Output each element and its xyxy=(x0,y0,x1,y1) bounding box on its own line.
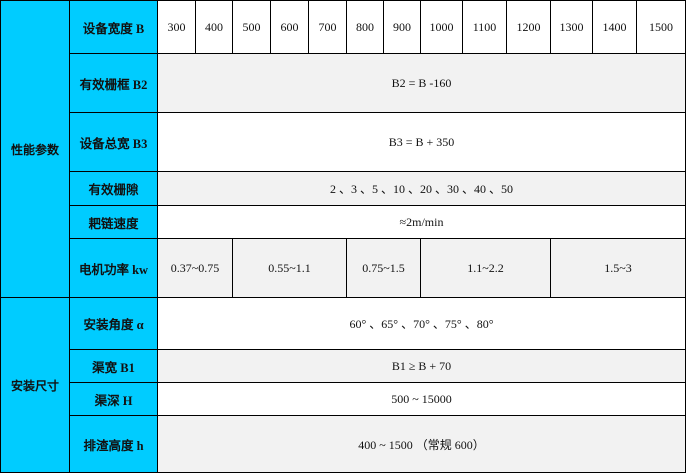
group-performance: 性能参数 xyxy=(0,0,70,298)
row-angle: 安装尺寸 安装角度 α 60° 、65° 、70° 、75° 、80° xyxy=(0,297,686,473)
value-b3: B3 = B + 350 xyxy=(157,112,686,172)
width-cell: 600 xyxy=(270,0,309,54)
row-b3: 设备总宽 B3 B3 = B + 350 xyxy=(1,112,686,172)
value-discharge: 400 ~ 1500 （常规 600） xyxy=(157,415,686,473)
width-cell: 1100 xyxy=(462,0,507,54)
power-cell: 0.37~0.75 xyxy=(157,238,233,298)
width-cell: 1400 xyxy=(592,0,637,54)
row-power: 电机功率 kw 0.37~0.75 0.55~1.1 0.75~1.5 1.1~… xyxy=(1,238,686,298)
row-discharge: 排渣高度 h 400 ~ 1500 （常规 600） xyxy=(1,415,686,473)
power-cell: 0.55~1.1 xyxy=(232,238,347,298)
row-gap: 有效栅隙 2 、3 、5 、10 、20 、30 、40 、50 xyxy=(1,171,686,206)
row-b1: 渠宽 B1 B1 ≥ B + 70 xyxy=(1,349,686,383)
label-b1: 渠宽 B1 xyxy=(69,349,158,383)
row-width: 性能参数 设备宽度 B 300 400 500 600 700 800 900 … xyxy=(0,0,686,298)
width-cell: 1500 xyxy=(636,0,686,54)
power-cell: 1.1~2.2 xyxy=(420,238,551,298)
width-cell: 1200 xyxy=(506,0,551,54)
row-h: 渠深 H 500 ~ 15000 xyxy=(1,382,686,416)
width-cell: 800 xyxy=(346,0,384,54)
power-cell: 1.5~3 xyxy=(550,238,686,298)
value-angle: 60° 、65° 、70° 、75° 、80° xyxy=(157,297,686,350)
value-h: 500 ~ 15000 xyxy=(157,382,686,416)
label-b3: 设备总宽 B3 xyxy=(69,112,158,172)
width-cell: 1000 xyxy=(420,0,463,54)
label-b2: 有效栅框 B2 xyxy=(69,53,158,113)
width-cell: 300 xyxy=(157,0,196,54)
group-install: 安装尺寸 xyxy=(0,297,70,473)
value-gap: 2 、3 、5 、10 、20 、30 、40 、50 xyxy=(157,171,686,206)
width-cell: 400 xyxy=(195,0,233,54)
label-power: 电机功率 kw xyxy=(69,238,158,298)
label-discharge: 排渣高度 h xyxy=(69,415,158,473)
label-h: 渠深 H xyxy=(69,382,158,416)
label-gap: 有效栅隙 xyxy=(69,171,158,206)
power-cell: 0.75~1.5 xyxy=(346,238,421,298)
value-b1: B1 ≥ B + 70 xyxy=(157,349,686,383)
label-speed: 耙链速度 xyxy=(69,205,158,239)
row-speed: 耙链速度 ≈2m/min xyxy=(1,205,686,239)
width-cell: 700 xyxy=(308,0,347,54)
value-speed: ≈2m/min xyxy=(157,205,686,239)
row-b2: 有效栅框 B2 B2 = B -160 xyxy=(1,53,686,113)
width-cell: 900 xyxy=(383,0,421,54)
label-angle: 安装角度 α xyxy=(69,297,158,350)
value-b2: B2 = B -160 xyxy=(157,53,686,113)
width-cell: 500 xyxy=(232,0,271,54)
label-width: 设备宽度 B xyxy=(69,0,158,54)
width-cell: 1300 xyxy=(550,0,593,54)
